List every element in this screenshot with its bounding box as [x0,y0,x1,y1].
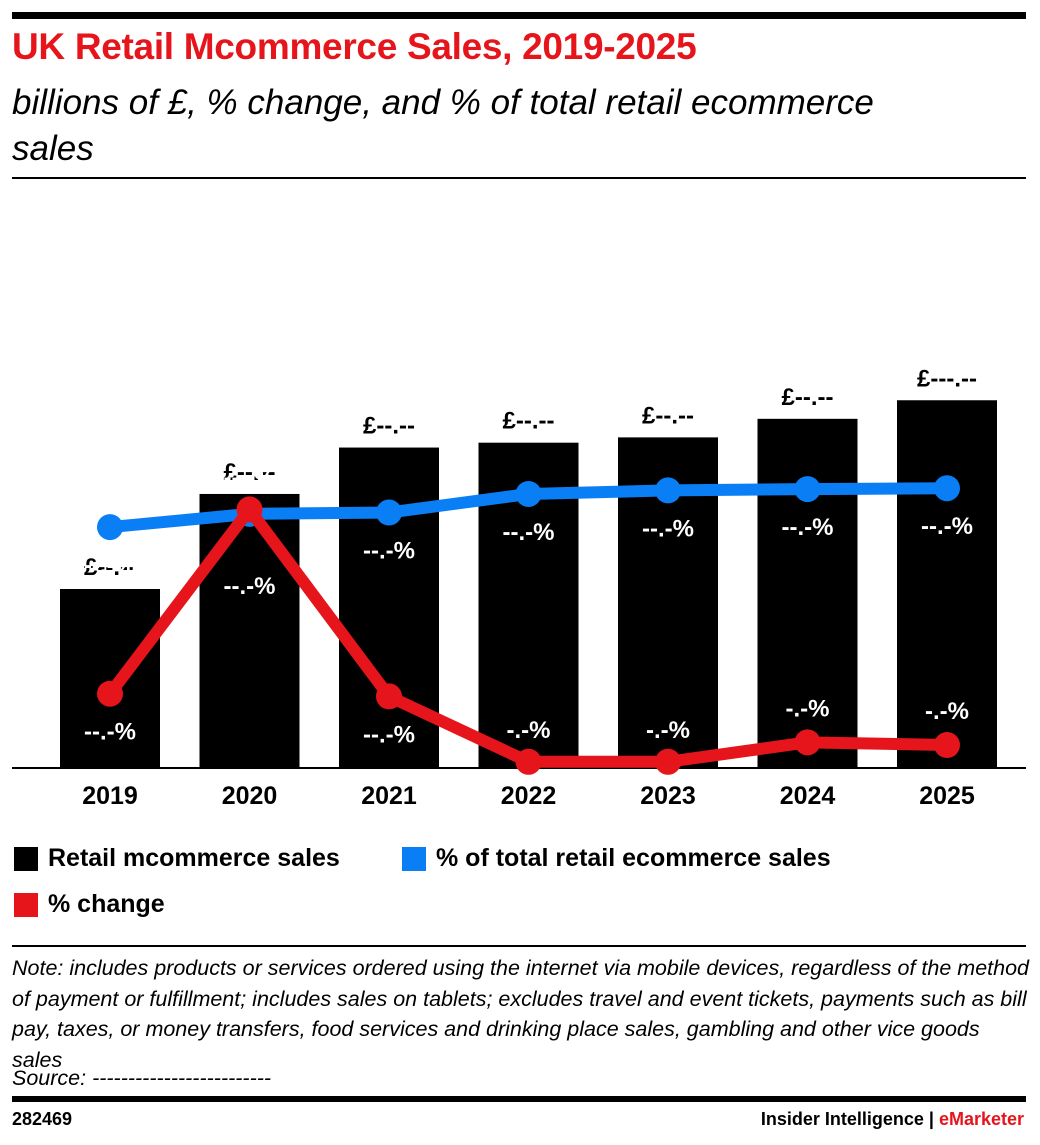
bars-layer [12,400,1026,769]
change-value-label-2024: -.-% [786,695,830,722]
change-point-2019 [97,680,123,707]
x-tick-label-2024: 2024 [780,782,836,810]
share-point-2019 [97,514,123,541]
change-value-label-2022: -.-% [507,717,551,744]
share-point-2022 [515,480,542,507]
bar-value-label-2019: £--.-- [84,554,136,581]
labels-layer: £--.-- £--.-- £--.-- £--.-- £--.-- £--.-- £---… [82,365,977,810]
share-value-label-2022: --.-% [503,519,555,546]
bar-value-label-2024: £--.-- [782,384,834,411]
legend-swatch-black [14,846,38,871]
brand-prefix: Insider Intelligence | [760,1109,939,1129]
share-value-label-2024: --.-% [782,514,834,541]
bar-value-label-2022: £--.-- [503,408,555,435]
brand-logo: Insider Intelligence | eMarketer [761,1109,1024,1130]
x-tick-label-2025: 2025 [919,782,975,810]
change-value-label-2020: --.-% [224,464,276,491]
legend-label: % change [48,890,165,918]
bar-2020 [199,493,300,768]
chart-title: UK Retail Mcommerce Sales, 2019-2025 [12,26,697,67]
chart-note: Note: includes products or services orde… [12,956,1030,1072]
share-value-label-2023: --.-% [642,515,694,542]
change-point-2020 [236,496,263,523]
x-tick-label-2023: 2023 [640,782,696,810]
change-point-2024 [794,729,821,756]
legend-item-mcommerce: Retail mcommerce sales [14,844,340,873]
x-tick-label-2022: 2022 [501,782,557,810]
legend-item-share: % of total retail ecommerce sales [402,844,831,873]
chart-source: Source: ------------------------- [12,1066,272,1090]
change-value-label-2025: -.-% [925,698,969,725]
share-value-label-2019: --.-% [84,552,136,579]
bar-value-label-2021: £--.-- [363,413,415,440]
bar-2019 [60,588,160,768]
share-value-label-2025: --.-% [921,513,973,540]
change-point-2025 [934,732,960,759]
share-point-2023 [655,477,681,504]
bar-value-label-2020: £--.-- [224,459,276,486]
change-point-2023 [655,748,681,775]
legend-swatch-blue [402,846,426,871]
bar-value-label-2025: £---.-- [917,365,977,392]
brand-accent: eMarketer [938,1109,1024,1129]
change-point-2022 [515,748,542,775]
share-point-2021 [376,499,402,526]
share-value-label-2020: --.-% [224,573,276,600]
bar-2021 [339,447,439,768]
x-tick-label-2021: 2021 [361,782,417,810]
x-tick-label-2020: 2020 [222,782,278,810]
change-value-label-2019: --.-% [84,719,136,746]
footer-rule [12,1096,1026,1102]
legend-item-change: % change [14,890,165,919]
share-point-2025 [934,475,960,502]
x-tick-label-2019: 2019 [82,782,138,810]
share-point-2024 [794,476,821,503]
legend-label: % of total retail ecommerce sales [436,844,831,872]
legend-swatch-red [14,892,38,917]
share-value-label-2021: --.-% [363,538,415,565]
chart-subtitle: billions of £, % change, and % of total … [12,83,874,168]
change-value-label-2023: -.-% [646,717,690,744]
legend-label: Retail mcommerce sales [48,844,340,872]
bar-value-label-2023: £--.-- [642,402,694,429]
title-divider [12,177,1026,179]
bar-2025 [897,400,997,768]
change-value-label-2021: --.-% [363,721,415,748]
change-point-2021 [376,683,402,710]
lines-layer [97,475,960,775]
note-divider [12,945,1026,947]
chart-id: 282469 [12,1109,73,1129]
chart-area: £--.-- £--.-- £--.-- £--.-- £--.-- £--.-- £---… [12,365,1026,810]
top-rule [12,12,1026,19]
